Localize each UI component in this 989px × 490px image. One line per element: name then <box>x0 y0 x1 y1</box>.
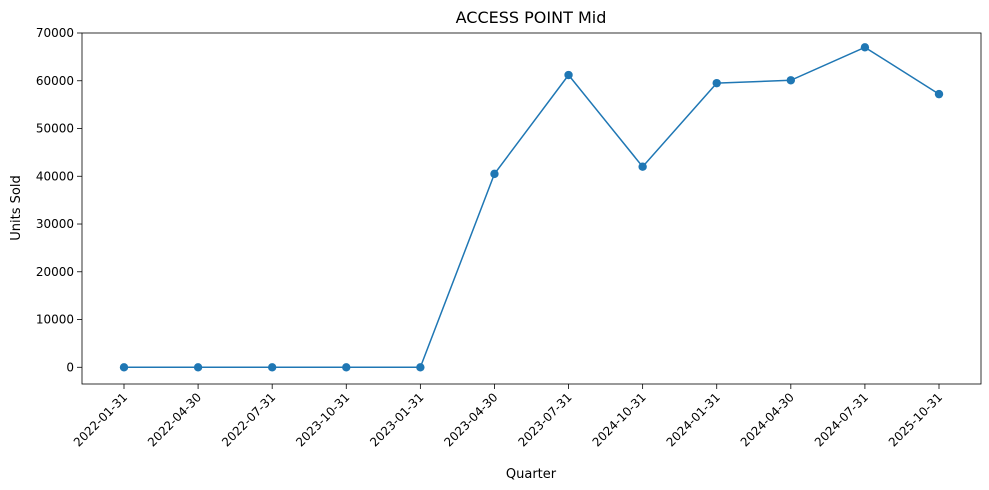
y-tick-label: 60000 <box>36 74 74 88</box>
data-point <box>193 363 203 372</box>
data-point <box>860 43 870 52</box>
y-tick-label: 0 <box>66 360 74 374</box>
data-point <box>712 78 721 88</box>
plot-area <box>81 32 982 385</box>
y-tick-label: 70000 <box>36 26 74 40</box>
x-tick-label: 2024-10-31 <box>590 390 649 449</box>
data-point <box>564 70 573 80</box>
x-tick-label: 2024-07-31 <box>812 390 871 449</box>
y-tick-label: 20000 <box>36 265 74 279</box>
x-tick-label: 2023-04-30 <box>441 390 500 449</box>
data-point <box>638 162 647 171</box>
series-path <box>124 46 940 369</box>
y-tick-label: 10000 <box>36 313 74 327</box>
x-tick-label: 2023-07-31 <box>515 390 574 449</box>
y-tick-label: 30000 <box>36 217 74 231</box>
data-point <box>119 363 129 372</box>
y-tick-label: 50000 <box>36 122 74 136</box>
x-axis-label: Quarter <box>506 467 557 482</box>
x-tick-label: 2023-01-31 <box>367 390 426 449</box>
x-tick-label: 2022-01-31 <box>71 390 130 449</box>
data-point <box>934 89 944 99</box>
data-point <box>490 169 499 179</box>
x-axis: 2022-01-31 2022-04-30 2022-07-31 2023-10-31… <box>71 384 945 449</box>
x-tick-label: 2024-01-31 <box>664 390 723 449</box>
y-axis-label: Units Sold <box>9 175 24 240</box>
x-tick-label: 2023-10-31 <box>293 390 352 449</box>
y-tick-label: 40000 <box>36 169 74 183</box>
data-point <box>786 76 796 85</box>
data-point <box>416 363 425 372</box>
data-point <box>342 363 351 372</box>
x-tick-label: 2024-04-30 <box>738 390 797 449</box>
data-point <box>267 363 277 372</box>
x-tick-label: 2022-04-30 <box>145 390 204 449</box>
y-axis: 0 10000 20000 30000 40000 50000 60000 70000 <box>36 26 82 374</box>
chart-title: ACCESS POINT Mid <box>456 8 607 27</box>
x-tick-label: 2025-10-31 <box>886 390 945 449</box>
series-line <box>119 43 944 372</box>
x-tick-label: 2022-07-31 <box>219 390 278 449</box>
